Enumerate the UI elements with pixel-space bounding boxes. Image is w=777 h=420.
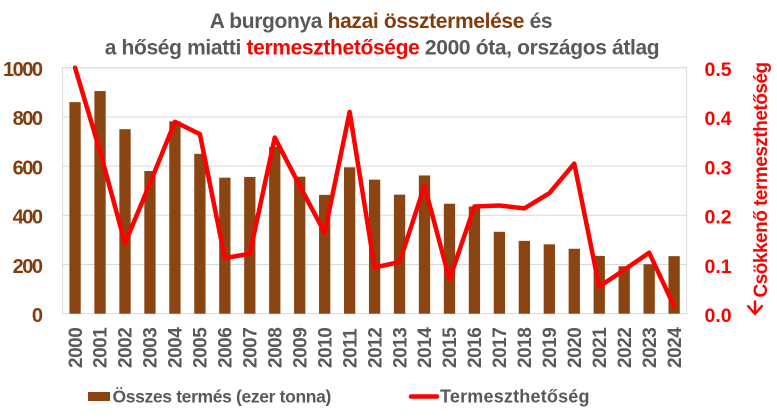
svg-text:600: 600 — [13, 157, 43, 179]
svg-text:0.2: 0.2 — [705, 207, 732, 229]
svg-text:2015: 2015 — [440, 327, 461, 368]
svg-text:2017: 2017 — [490, 328, 511, 368]
svg-text:0.4: 0.4 — [705, 108, 732, 130]
svg-text:2016: 2016 — [465, 328, 486, 368]
svg-text:a hőség miatti termeszthetőség: a hőség miatti termeszthetősége 2000 óta… — [105, 37, 660, 60]
svg-text:2021: 2021 — [590, 327, 611, 368]
svg-text:Összes termés (ezer tonna): Összes termés (ezer tonna) — [113, 387, 332, 407]
svg-text:2013: 2013 — [390, 328, 411, 368]
svg-text:2020: 2020 — [565, 328, 586, 368]
svg-text:1000: 1000 — [3, 59, 43, 81]
svg-text:2018: 2018 — [515, 328, 536, 368]
svg-text:2014: 2014 — [415, 327, 436, 368]
svg-text:0.5: 0.5 — [705, 59, 732, 81]
svg-text:2008: 2008 — [266, 328, 287, 368]
svg-text:400: 400 — [13, 207, 43, 229]
svg-text:2001: 2001 — [91, 327, 112, 368]
svg-text:0.0: 0.0 — [705, 305, 732, 327]
svg-text:2019: 2019 — [540, 328, 561, 368]
svg-text:2005: 2005 — [191, 327, 212, 368]
svg-text:2011: 2011 — [340, 328, 361, 368]
svg-text:2002: 2002 — [116, 328, 137, 368]
svg-text:2009: 2009 — [290, 328, 311, 368]
svg-text:2006: 2006 — [216, 328, 237, 368]
svg-text:2007: 2007 — [241, 328, 262, 368]
svg-text:0.3: 0.3 — [705, 157, 732, 179]
svg-text:2012: 2012 — [365, 328, 386, 368]
svg-text:2023: 2023 — [640, 328, 661, 368]
svg-text:0: 0 — [32, 305, 43, 327]
svg-text:A burgonya hazai össztermelése: A burgonya hazai össztermelése és — [210, 10, 553, 33]
svg-text:Csökkenő termeszthetőség: Csökkenő termeszthetőség — [751, 62, 772, 297]
svg-text:2022: 2022 — [615, 328, 636, 368]
svg-text:2003: 2003 — [141, 328, 162, 368]
svg-text:Termeszthetőség: Termeszthetőség — [440, 387, 590, 407]
svg-text:2024: 2024 — [665, 327, 686, 368]
svg-text:2000: 2000 — [66, 328, 87, 368]
svg-text:800: 800 — [13, 108, 43, 130]
svg-text:0.1: 0.1 — [705, 256, 732, 278]
svg-text:200: 200 — [13, 256, 43, 278]
svg-text:2010: 2010 — [315, 328, 336, 368]
svg-text:2004: 2004 — [166, 327, 187, 368]
